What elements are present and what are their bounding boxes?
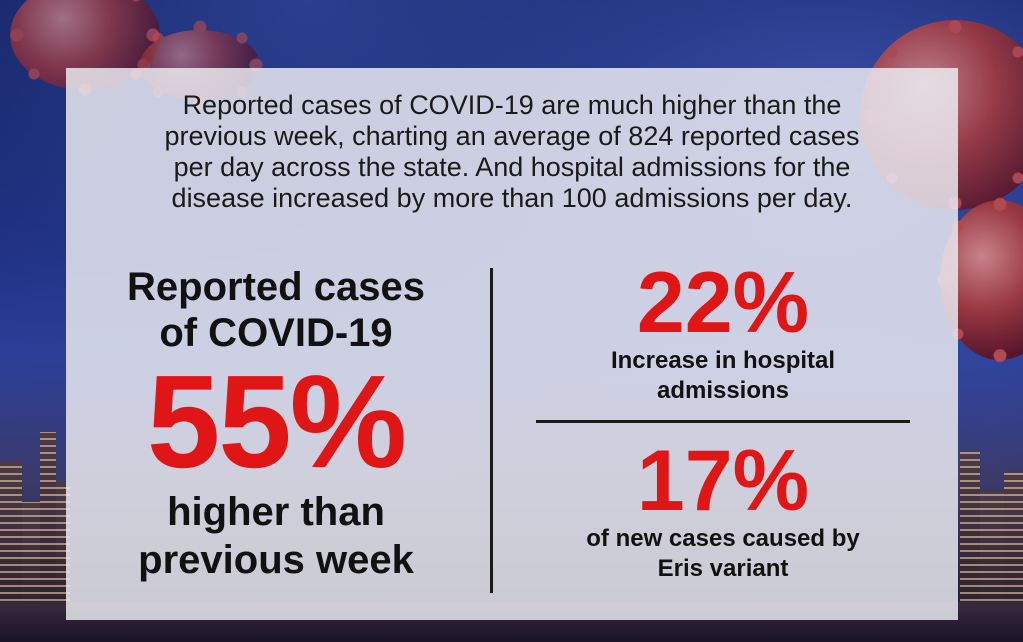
main-stat-sub-line1: higher than [167,490,385,534]
stat-label-line1: of new cases caused by [586,525,860,552]
intro-paragraph: Reported cases of COVID-19 are much high… [66,90,958,214]
stat-label-line1: Increase in hospital [610,347,836,374]
intro-line: previous week, charting an average of 82… [164,121,860,151]
main-stat-sub-line2: previous week [138,538,414,582]
stat-label-line2: admissions [656,377,790,404]
horizontal-divider [536,420,910,423]
hospital-admissions-stat: 22% Increase in hospital admissions [536,260,910,406]
eris-variant-stat: 17% of new cases caused by Eris variant [536,438,910,584]
stat-value: 17% [636,433,810,529]
stat-label-line2: Eris variant [657,555,789,582]
main-stat-title-line1: Reported cases [127,265,425,309]
main-stat-block: Reported cases of COVID-19 55% higher th… [76,264,476,582]
info-panel: Reported cases of COVID-19 are much high… [66,68,958,620]
vertical-divider [490,268,493,593]
intro-line: Reported cases of COVID-19 are much high… [182,90,842,120]
main-stat-value: 55% [146,348,407,495]
stat-value: 22% [636,255,810,351]
intro-line: per day across the state. And hospital a… [173,152,851,182]
main-stat-title-line2: of COVID-19 [159,311,393,355]
intro-line: disease increased by more than 100 admis… [171,183,853,213]
